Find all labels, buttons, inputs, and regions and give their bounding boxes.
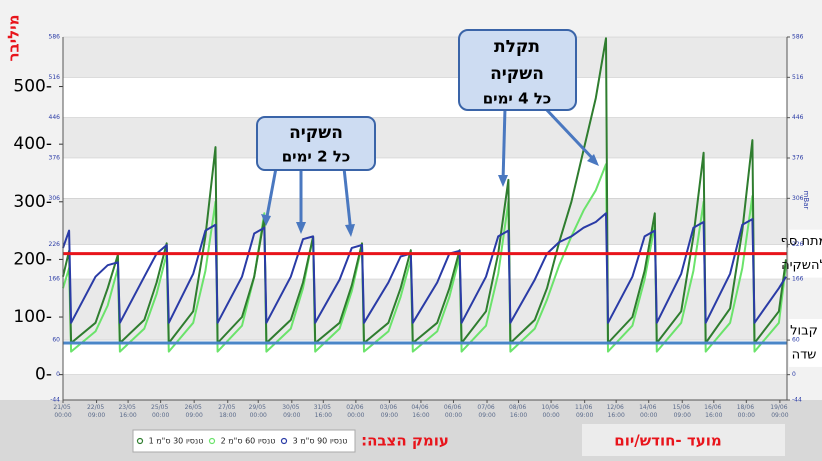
callout-text: תקלת bbox=[494, 37, 540, 57]
x-label-box bbox=[582, 424, 785, 456]
y-tick-label: 166 bbox=[49, 276, 61, 283]
x-tick-label: 18/06 00:00 bbox=[737, 404, 756, 419]
y-tick-label: 0 bbox=[56, 371, 60, 378]
x-tick-label: 14/06 00:00 bbox=[639, 404, 658, 419]
y-tick-label: -44 bbox=[50, 397, 60, 404]
y2-axis-title: mBar bbox=[802, 191, 810, 210]
x-tick-label: 03/06 09:00 bbox=[380, 404, 399, 419]
reference-label: קבול bbox=[790, 323, 818, 338]
legend-label: טנסיו 60 ס"מ 2 bbox=[221, 437, 276, 446]
legend-box bbox=[132, 429, 356, 453]
y-tick-label: 306 bbox=[49, 195, 61, 202]
arrowhead bbox=[296, 222, 306, 234]
x-tick-label: 16/06 16:00 bbox=[704, 404, 723, 419]
grid-band bbox=[63, 198, 787, 245]
callout-text: כל 4 ימים bbox=[483, 90, 552, 108]
y-tick-label: 516 bbox=[49, 74, 61, 81]
reference-label: להשקיה bbox=[781, 258, 822, 273]
grid-band bbox=[63, 37, 787, 78]
y-tick-label: 226 bbox=[49, 241, 61, 248]
grid-band bbox=[63, 158, 787, 199]
y2-tick-label: 586 bbox=[792, 34, 804, 41]
x-tick-label: 06/06 00:00 bbox=[444, 404, 463, 419]
y2-tick-label: -44 bbox=[792, 397, 802, 404]
grid-band bbox=[63, 279, 787, 341]
series-line bbox=[62, 212, 787, 324]
y-major-tick-label: 0- bbox=[35, 365, 52, 385]
callout-text: כל 2 ימים bbox=[282, 148, 351, 166]
x-tick-label: 02/06 00:00 bbox=[346, 404, 365, 419]
x-tick-label: 12/06 16:00 bbox=[607, 404, 626, 419]
legend-label: טנסיו 90 ס"מ 3 bbox=[293, 437, 348, 446]
x-tick-label: 31/05 16:00 bbox=[314, 404, 333, 419]
x-tick-label: 22/05 09:00 bbox=[87, 404, 106, 419]
grid-band bbox=[63, 374, 787, 400]
y2-tick-label: 60 bbox=[792, 337, 800, 344]
y-major-tick-label: 400- bbox=[13, 134, 52, 154]
legend-marker bbox=[136, 437, 144, 445]
x-tick-label: 07/06 09:00 bbox=[477, 404, 496, 419]
y2-tick-label: 446 bbox=[792, 114, 804, 121]
callout-text: השקיה bbox=[490, 64, 544, 84]
legend-marker bbox=[208, 437, 216, 445]
x-tick-label: 30/05 09:00 bbox=[282, 404, 301, 419]
y2-tick-label: 166 bbox=[792, 276, 804, 283]
callout-box bbox=[256, 116, 376, 171]
x-tick-label: 08/06 16:00 bbox=[509, 404, 528, 419]
x-tick-label: 29/05 00:00 bbox=[249, 404, 268, 419]
y2-tick-label: 516 bbox=[792, 74, 804, 81]
arrowhead bbox=[261, 214, 271, 226]
legend-label: טנסיו 30 ס"מ 1 bbox=[149, 437, 204, 446]
y2-tick-label: 226 bbox=[792, 241, 804, 248]
callout: השקיה כל 2 ימים bbox=[256, 116, 376, 237]
arrowhead bbox=[498, 175, 508, 187]
callout-box bbox=[458, 29, 577, 111]
arrowhead bbox=[587, 154, 599, 166]
grid-band bbox=[63, 77, 787, 118]
grid-band bbox=[63, 244, 787, 279]
y-tick-label: 376 bbox=[49, 155, 61, 162]
x-tick-label: 21/05 00:00 bbox=[53, 404, 72, 419]
y-major-tick-label: 200- bbox=[13, 249, 52, 269]
y-major-tick-label: 300- bbox=[13, 192, 52, 212]
reference-label-bg bbox=[789, 318, 822, 367]
y2-tick-label: 306 bbox=[792, 195, 804, 202]
callout: תקלת השקיה כל 4 ימים bbox=[458, 29, 599, 187]
callout-text: השקיה bbox=[289, 123, 343, 143]
x-tick-label: 23/05 16:00 bbox=[118, 404, 137, 419]
legend-marker bbox=[280, 437, 288, 445]
x-axis-title: מועד -חודש/יום bbox=[614, 432, 721, 450]
x-tick-label: 10/06 00:00 bbox=[541, 404, 560, 419]
legend-title: עומק הצבה: bbox=[361, 432, 449, 450]
y-tick-label: 446 bbox=[49, 114, 61, 121]
y-axis-title: מיליבר bbox=[5, 15, 23, 62]
y2-tick-label: 376 bbox=[792, 155, 804, 162]
y-major-tick-label: 100- bbox=[13, 307, 52, 327]
grid-band bbox=[63, 117, 787, 158]
x-tick-label: 11/06 09:00 bbox=[575, 404, 594, 419]
x-tick-label: 26/05 09:00 bbox=[185, 404, 204, 419]
x-tick-label: 15/06 09:00 bbox=[673, 404, 692, 419]
y-major-tick-label: 500- bbox=[13, 77, 52, 97]
y2-tick-label: 0 bbox=[792, 371, 796, 378]
x-tick-label: 04/06 16:00 bbox=[411, 404, 430, 419]
series-line bbox=[62, 163, 787, 353]
reference-label: שדה bbox=[792, 347, 817, 362]
arrow bbox=[543, 106, 598, 164]
grid-band bbox=[63, 340, 787, 375]
reference-label: מתח סף bbox=[781, 234, 822, 249]
x-tick-label: 25/05 00:00 bbox=[151, 404, 170, 419]
arrowhead bbox=[345, 224, 355, 237]
y-tick-label: 60 bbox=[52, 337, 60, 344]
arrow bbox=[342, 167, 353, 234]
x-tick-label: 27/05 18:00 bbox=[218, 404, 237, 419]
reference-label-bg bbox=[789, 229, 822, 278]
arrow bbox=[264, 167, 278, 223]
y-tick-label: 586 bbox=[49, 34, 61, 41]
x-tick-label: 19/06 09:00 bbox=[770, 404, 789, 419]
arrow bbox=[501, 107, 507, 183]
